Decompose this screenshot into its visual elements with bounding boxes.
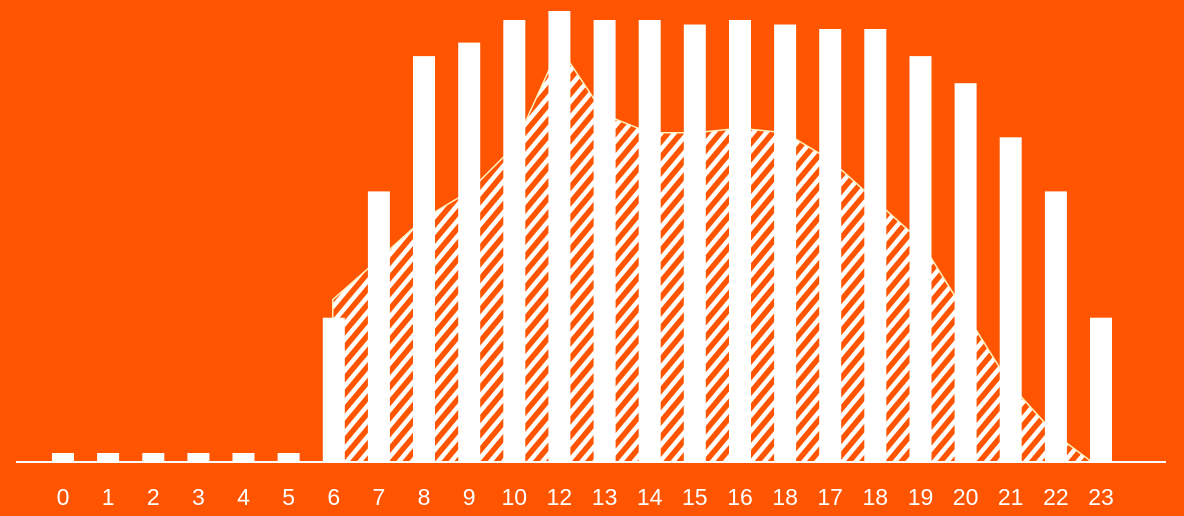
area-series — [332, 45, 1095, 463]
bar-5 — [277, 453, 300, 462]
x-tick-label-2: 2 — [147, 484, 160, 510]
x-tick-label-22: 22 — [1043, 484, 1069, 510]
bar-22 — [1044, 191, 1067, 462]
bar-6 — [322, 317, 345, 462]
x-tick-label-16: 18 — [772, 484, 798, 510]
x-tick-label-9: 9 — [463, 484, 476, 510]
x-axis-labels: 0 1 2 3 4 5 6 7 8 9 10 12 13 14 15 16 18 17 18 19 20 21 22 23 — [57, 484, 1114, 510]
bar-19 — [909, 56, 932, 462]
bar-9 — [458, 42, 481, 462]
bar-4 — [232, 453, 255, 462]
bar-10 — [503, 20, 526, 462]
bar-0 — [52, 453, 74, 462]
x-tick-label-8: 8 — [418, 484, 431, 510]
x-tick-label-4: 4 — [237, 484, 250, 510]
bar-12 — [593, 20, 616, 462]
bar-7 — [367, 191, 390, 462]
x-tick-label-15: 16 — [727, 484, 753, 510]
bar-18 — [864, 29, 887, 462]
bar-23 — [1090, 317, 1112, 462]
x-tick-label-6: 6 — [327, 484, 340, 510]
x-tick-label-21: 21 — [998, 484, 1024, 510]
x-tick-label-1: 1 — [102, 484, 115, 510]
bar-15 — [729, 20, 751, 462]
x-tick-label-7: 7 — [373, 484, 386, 510]
bar-8 — [413, 56, 435, 462]
x-tick-label-10: 10 — [502, 484, 528, 510]
x-tick-label-18: 18 — [863, 484, 889, 510]
bar-layer — [52, 11, 1112, 463]
x-tick-label-5: 5 — [282, 484, 295, 510]
x-tick-label-11: 12 — [547, 484, 573, 510]
bar-16 — [774, 24, 797, 462]
x-tick-label-0: 0 — [57, 484, 70, 510]
bar-2 — [142, 453, 165, 462]
bar-11 — [548, 11, 571, 462]
bar-21 — [999, 137, 1022, 463]
x-tick-label-20: 20 — [953, 484, 979, 510]
bar-1 — [97, 453, 120, 462]
bar-3 — [187, 453, 210, 462]
x-tick-label-13: 14 — [637, 484, 663, 510]
bar-13 — [638, 20, 661, 462]
bar-20 — [954, 83, 977, 462]
x-tick-label-17: 17 — [817, 484, 843, 510]
x-tick-label-3: 3 — [192, 484, 205, 510]
x-tick-label-19: 19 — [908, 484, 934, 510]
x-tick-label-14: 15 — [682, 484, 708, 510]
bar-14 — [683, 24, 706, 462]
bar-17 — [819, 29, 842, 462]
area-layer — [332, 45, 1095, 463]
x-tick-label-12: 13 — [592, 484, 618, 510]
x-tick-label-23: 23 — [1088, 484, 1114, 510]
